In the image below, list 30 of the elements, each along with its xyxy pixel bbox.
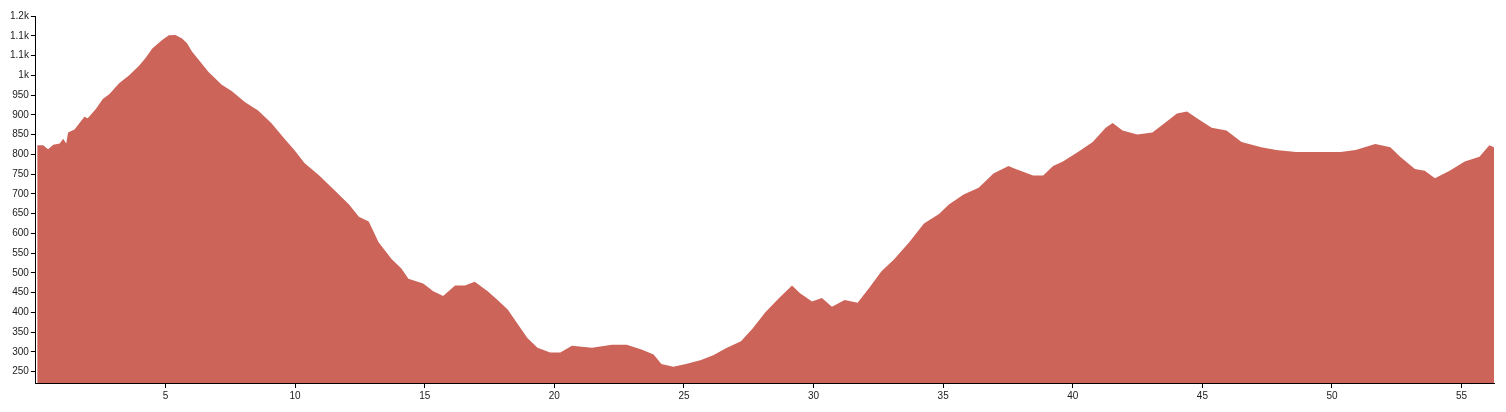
y-tick-label: 1k [18, 69, 30, 81]
y-tick-label: 700 [12, 187, 30, 199]
y-tick-label: 300 [12, 345, 30, 357]
y-tick-label: 750 [12, 167, 30, 179]
y-tick-label: 500 [12, 266, 30, 278]
y-tick-label: 450 [12, 286, 30, 298]
x-tick-label: 35 [937, 389, 950, 401]
x-tick-label: 5 [162, 389, 169, 401]
y-tick-label: 950 [12, 88, 30, 100]
y-tick-label: 850 [12, 128, 30, 140]
y-tick-label: 1.1k [10, 29, 30, 41]
x-tick-label: 50 [1326, 389, 1338, 401]
x-tick-label: 15 [419, 389, 431, 401]
x-tick-label: 20 [548, 389, 561, 401]
y-tick-label: 550 [12, 246, 30, 258]
x-tick-label: 10 [289, 389, 302, 401]
y-tick-label: 400 [12, 306, 30, 318]
y-tick-label: 1.2k [10, 9, 30, 21]
x-tick-label: 55 [1456, 389, 1468, 401]
x-tick-label: 45 [1196, 389, 1209, 401]
y-tick-label: 250 [12, 365, 30, 377]
x-tick-label: 40 [1067, 389, 1079, 401]
y-tick-label: 650 [12, 207, 30, 219]
x-tick-label: 30 [807, 389, 820, 401]
y-tick-label: 900 [12, 108, 30, 120]
x-tick-label: 25 [678, 389, 690, 401]
y-tick-label: 800 [12, 148, 30, 160]
y-tick-label: 1.1k [10, 49, 30, 61]
y-tick-label: 350 [12, 325, 30, 337]
y-tick-label: 600 [12, 227, 30, 239]
